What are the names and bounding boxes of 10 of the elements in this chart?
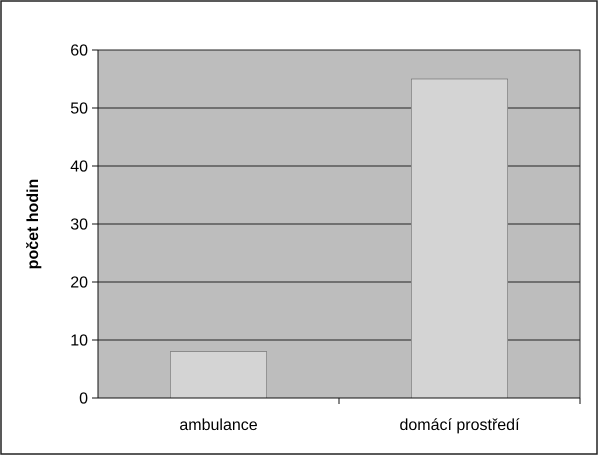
x-tick-label: domácí prostředí — [399, 417, 520, 434]
x-tick-label: ambulance — [179, 417, 258, 434]
y-tick-label: 0 — [79, 390, 88, 408]
y-tick-label: 40 — [70, 158, 88, 176]
y-tick-label: 50 — [70, 100, 88, 118]
y-tick-label: 10 — [70, 332, 88, 350]
y-tick-label: 20 — [70, 274, 88, 292]
y-axis-title: počet hodin — [25, 178, 42, 270]
y-tick-label: 30 — [70, 216, 88, 234]
y-tick-label: 60 — [70, 42, 88, 60]
